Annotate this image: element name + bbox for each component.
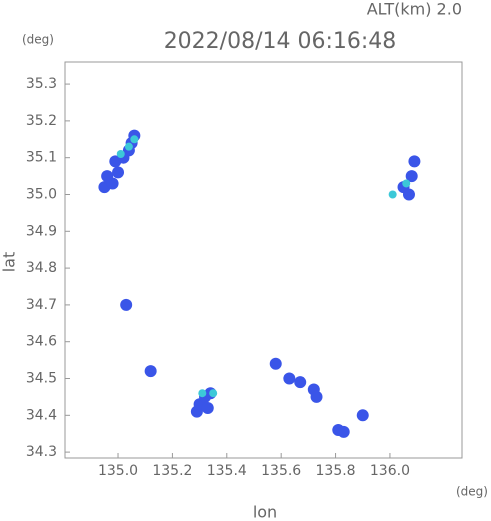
plot-frame <box>64 61 463 459</box>
chart-title: 2022/08/14 06:16:48 <box>164 29 397 54</box>
echo-point <box>283 372 296 385</box>
echo-point <box>405 170 418 183</box>
y-tick-label: 34.8 <box>26 260 57 276</box>
y-tick-label: 35.2 <box>26 113 57 129</box>
y-tick-label: 35.0 <box>26 186 57 202</box>
echo-point <box>130 135 139 144</box>
y-axis-label: lat <box>0 252 19 273</box>
y-tick-label: 34.3 <box>26 444 57 460</box>
x-tick-label: 135.6 <box>261 463 301 479</box>
x-axis-label: lon <box>253 503 277 521</box>
subtitle: ALT(km) 2.0 <box>367 0 462 19</box>
y-tick-label: 34.5 <box>26 371 57 387</box>
echo-point <box>120 298 133 311</box>
echo-point <box>402 179 411 188</box>
echo-point <box>388 190 397 199</box>
y-tick-label: 34.4 <box>26 407 57 423</box>
echo-point <box>124 142 133 151</box>
echo-point <box>310 390 323 403</box>
echo-point <box>408 155 421 168</box>
echo-point <box>201 401 214 414</box>
x-tick-label: 135.2 <box>152 463 192 479</box>
echo-point <box>116 150 125 159</box>
echo-point <box>402 188 415 201</box>
y-tick-label: 35.3 <box>26 76 57 92</box>
x-unit: (deg) <box>456 485 488 499</box>
echo-point <box>269 357 282 370</box>
y-tick-label: 34.9 <box>26 223 57 239</box>
echo-point <box>337 425 350 438</box>
echo-point <box>294 376 307 389</box>
x-tick-label: 135.8 <box>316 463 356 479</box>
x-tick-label: 135.0 <box>98 463 138 479</box>
x-tick-label: 135.4 <box>207 463 247 479</box>
echo-point <box>144 365 157 378</box>
echo-point <box>112 166 125 179</box>
echo-point <box>356 409 369 422</box>
y-tick-label: 34.6 <box>26 334 57 350</box>
x-tick-label: 136.0 <box>370 463 410 479</box>
y-tick-label: 35.1 <box>26 150 57 166</box>
echo-point <box>198 389 207 398</box>
y-tick-label: 34.7 <box>26 297 57 313</box>
echo-point <box>101 170 114 183</box>
echo-point <box>209 389 218 398</box>
y-unit: (deg) <box>22 33 54 47</box>
